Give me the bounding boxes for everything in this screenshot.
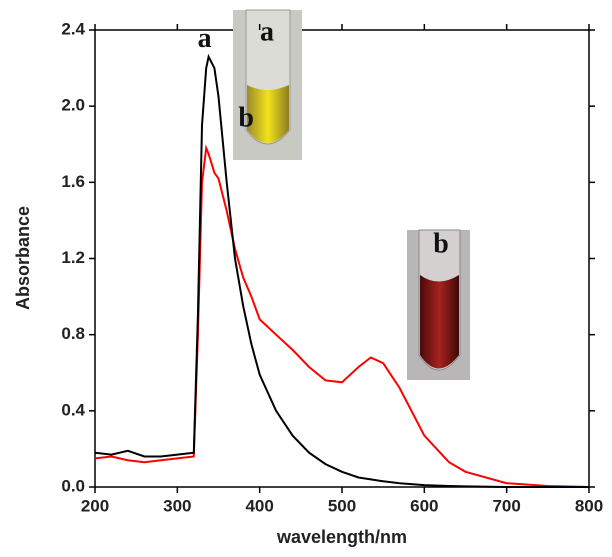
x-tick-label: 200 (81, 496, 109, 515)
x-tick-label: 500 (328, 496, 356, 515)
series-line (94, 144, 590, 488)
inset-photo (407, 229, 470, 380)
curve-label: b (238, 102, 254, 133)
curve-label: a (198, 23, 212, 54)
y-tick-label: 1.6 (61, 172, 85, 191)
y-tick-label: 2.4 (61, 19, 85, 38)
series-line (94, 53, 589, 488)
x-tick-label: 400 (245, 496, 273, 515)
inset-label: b (433, 228, 449, 259)
x-tick-label: 600 (410, 496, 438, 515)
y-tick-label: 0.4 (61, 400, 85, 419)
x-axis-label: wavelength/nm (276, 527, 407, 547)
y-axis-label: Absorbance (13, 206, 33, 310)
y-tick-label: 0.0 (61, 476, 85, 495)
x-tick-label: 800 (575, 496, 603, 515)
x-tick-label: 700 (492, 496, 520, 515)
plot-frame (94, 29, 590, 488)
x-tick-label: 300 (163, 496, 191, 515)
inset-label: a (260, 16, 274, 47)
y-tick-label: 2.0 (61, 96, 85, 115)
inset-photo (233, 9, 302, 160)
y-tick-label: 0.8 (61, 324, 85, 343)
y-tick-label: 1.2 (61, 248, 85, 267)
